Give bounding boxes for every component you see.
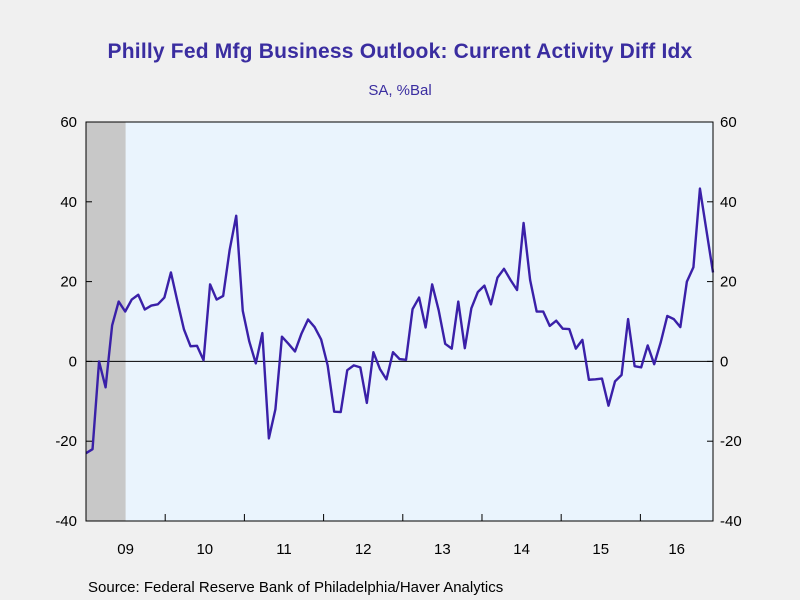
y-tick-label-right: 60 — [720, 114, 737, 131]
y-tick-label-left: -40 — [55, 513, 77, 530]
y-tick-label-left: -20 — [55, 433, 77, 450]
x-tick-label: 15 — [592, 541, 609, 558]
y-tick-label-right: -20 — [720, 433, 742, 450]
x-tick-label: 11 — [276, 541, 292, 558]
y-tick-label-left: 40 — [60, 194, 77, 211]
y-tick-label-left: 20 — [60, 274, 77, 291]
chart-subtitle: SA, %Bal — [368, 82, 432, 99]
x-tick-label: 10 — [196, 541, 213, 558]
y-tick-label-left: 0 — [69, 353, 77, 370]
x-tick-label: 14 — [513, 541, 530, 558]
y-tick-label-right: 0 — [720, 353, 728, 370]
x-tick-label: 16 — [668, 541, 685, 558]
y-tick-label-right: 40 — [720, 194, 737, 211]
y-tick-label-right: 20 — [720, 274, 737, 291]
plot-border — [85, 121, 714, 522]
y-tick-label-left: 60 — [60, 114, 77, 131]
plot-area — [86, 122, 713, 521]
chart-title: Philly Fed Mfg Business Outlook: Current… — [107, 40, 693, 63]
recession-shading — [86, 122, 126, 521]
series-line — [85, 187, 715, 455]
x-tick-label: 13 — [434, 541, 451, 558]
axis-ticks — [86, 121, 713, 522]
x-tick-label: 09 — [117, 541, 134, 558]
source-note: Source: Federal Reserve Bank of Philadel… — [88, 579, 504, 596]
axis-labels: -40 -40 -20 -20 0 0 20 20 40 40 60 60 09 10 11 12 13 14 15… — [55, 114, 741, 558]
y-tick-label-right: -40 — [720, 513, 742, 530]
x-tick-label: 12 — [355, 541, 372, 558]
